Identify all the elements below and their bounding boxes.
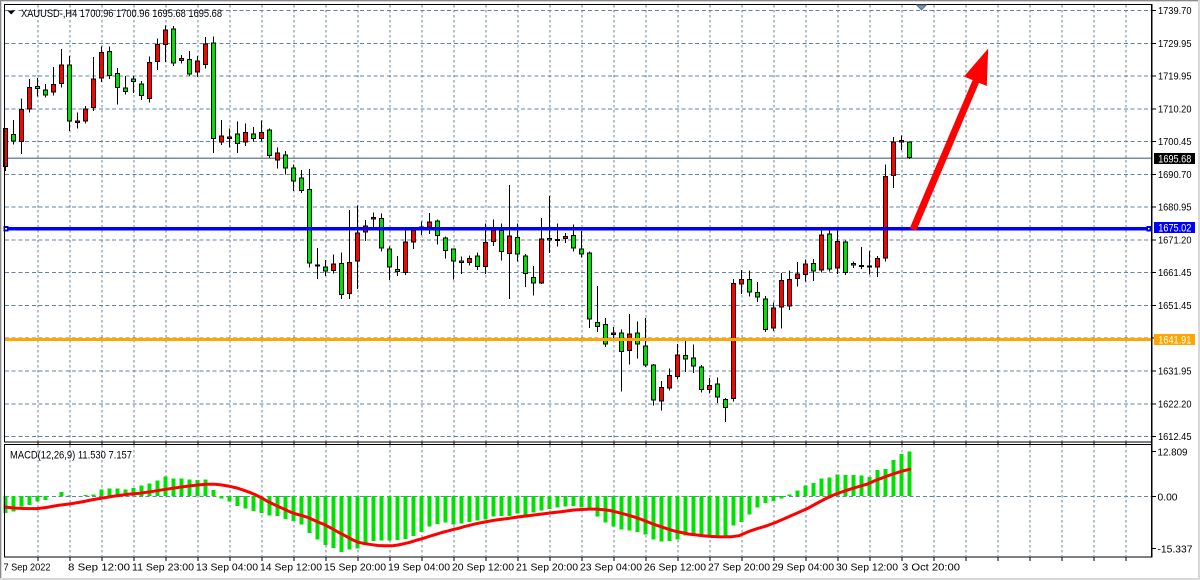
- svg-text:1700.45: 1700.45: [1158, 136, 1192, 148]
- svg-text:1690.70: 1690.70: [1158, 169, 1192, 181]
- svg-text:27 Sep 20:00: 27 Sep 20:00: [708, 562, 770, 574]
- svg-text:1612.45: 1612.45: [1158, 431, 1192, 443]
- svg-text:3 Oct 20:00: 3 Oct 20:00: [902, 562, 960, 574]
- svg-text:26 Sep 12:00: 26 Sep 12:00: [644, 562, 706, 574]
- svg-text:7 Sep 2022: 7 Sep 2022: [4, 562, 51, 574]
- svg-text:1631.95: 1631.95: [1158, 366, 1192, 378]
- svg-text:1651.45: 1651.45: [1158, 300, 1192, 312]
- svg-text:1641.91: 1641.91: [1158, 335, 1191, 347]
- svg-text:1661.45: 1661.45: [1158, 267, 1192, 279]
- svg-text:13 Sep 04:00: 13 Sep 04:00: [196, 562, 258, 574]
- svg-text:0.00: 0.00: [1158, 491, 1178, 503]
- svg-text:20 Sep 12:00: 20 Sep 12:00: [452, 562, 514, 574]
- svg-text:21 Sep 20:00: 21 Sep 20:00: [516, 562, 578, 574]
- svg-text:XAUUSD-,H4 1700.96 1700.96 16: XAUUSD-,H4 1700.96 1700.96 1695.68 1695.…: [21, 8, 222, 20]
- svg-text:12.809: 12.809: [1158, 446, 1188, 458]
- svg-text:8 Sep 12:00: 8 Sep 12:00: [68, 562, 130, 574]
- svg-text:15 Sep 20:00: 15 Sep 20:00: [324, 562, 386, 574]
- svg-text:11 Sep 23:00: 11 Sep 23:00: [132, 562, 194, 574]
- svg-text:1710.20: 1710.20: [1158, 103, 1192, 115]
- svg-text:1719.95: 1719.95: [1158, 71, 1192, 83]
- svg-text:30 Sep 12:00: 30 Sep 12:00: [836, 562, 898, 574]
- svg-text:MACD(12,26,9) 11.530 7.157: MACD(12,26,9) 11.530 7.157: [10, 450, 132, 462]
- svg-text:29 Sep 04:00: 29 Sep 04:00: [772, 562, 834, 574]
- svg-text:1695.68: 1695.68: [1158, 153, 1191, 165]
- svg-text:1671.20: 1671.20: [1158, 234, 1192, 246]
- svg-text:1622.20: 1622.20: [1158, 398, 1192, 410]
- svg-text:1675.02: 1675.02: [1158, 223, 1191, 235]
- svg-text:19 Sep 04:00: 19 Sep 04:00: [388, 562, 450, 574]
- svg-text:1680.95: 1680.95: [1158, 202, 1192, 214]
- svg-text:14 Sep 12:00: 14 Sep 12:00: [260, 562, 322, 574]
- svg-text:-15.337: -15.337: [1158, 543, 1193, 555]
- svg-text:23 Sep 04:00: 23 Sep 04:00: [580, 562, 642, 574]
- svg-text:1729.95: 1729.95: [1158, 38, 1192, 50]
- svg-text:1739.70: 1739.70: [1158, 5, 1192, 17]
